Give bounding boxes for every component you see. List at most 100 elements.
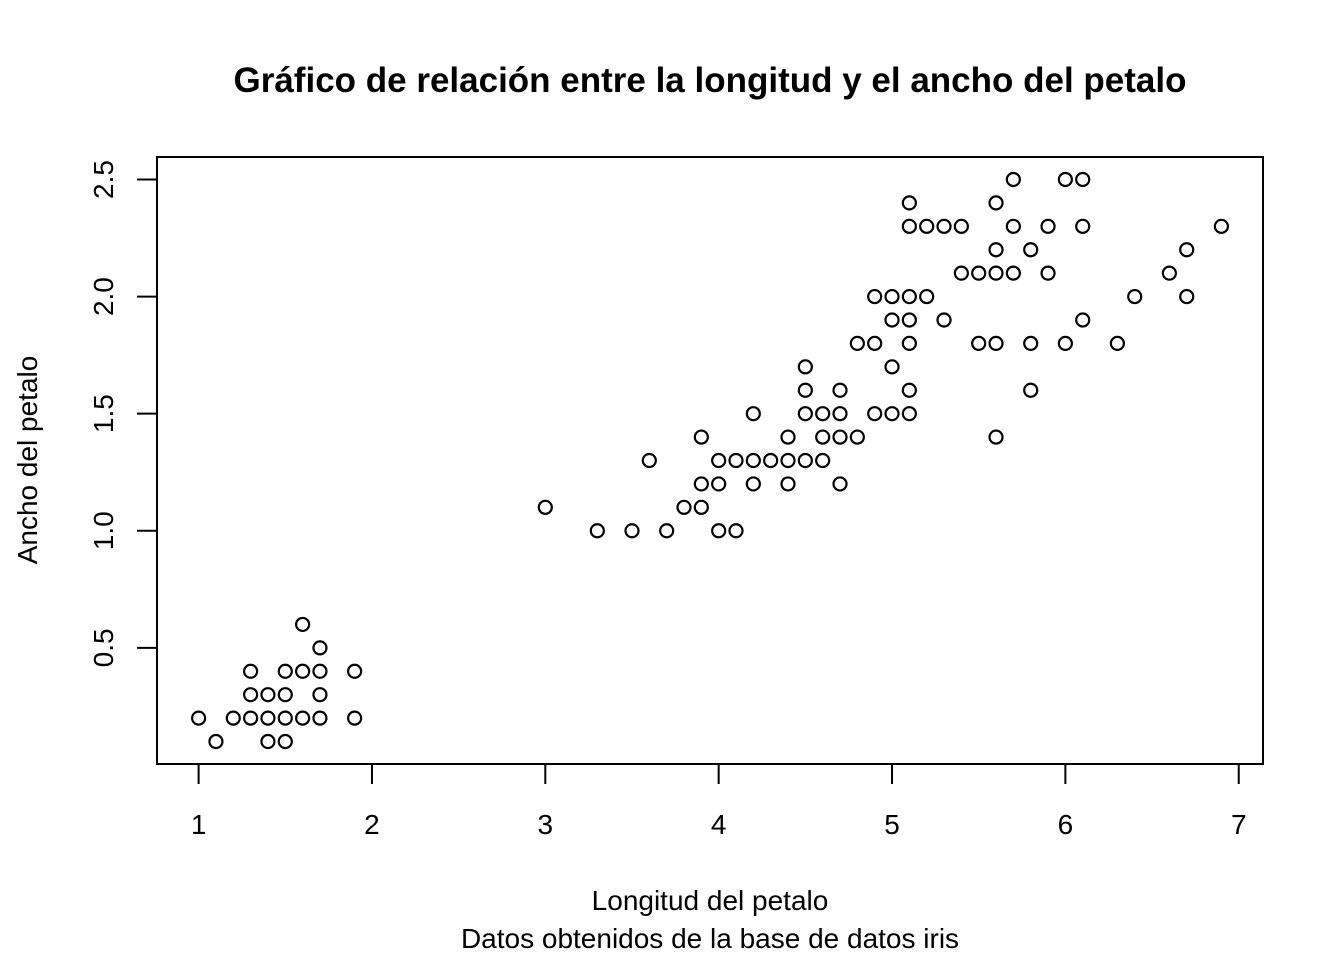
data-point [711,476,727,492]
data-point [1075,218,1091,234]
data-point [1005,171,1021,188]
data-point [1075,312,1091,328]
data-point [763,452,779,469]
data-point [971,335,987,352]
x-axis: 1 2 3 4 5 6 7 [191,763,1247,840]
data-point [624,523,640,539]
data-point [832,429,848,445]
data-point [971,265,987,281]
data-point [919,288,935,305]
data-point [312,640,328,656]
data-point [797,452,813,469]
data-point [1023,335,1039,352]
plot-area [156,156,1264,765]
y-tick-label: 0.5 [88,628,119,667]
data-point [1023,382,1039,398]
data-point [225,710,241,726]
data-point [589,523,605,539]
data-point [901,288,917,305]
y-tick-label: 2.5 [88,160,119,199]
data-point [901,382,917,398]
data-point [260,710,276,726]
data-point [745,476,761,492]
data-point [832,406,848,422]
data-point [208,733,224,750]
data-point [312,663,328,679]
data-point [953,265,969,281]
data-point [295,663,311,679]
data-point [884,406,900,422]
x-tick-label: 5 [884,809,900,840]
data-point [1075,171,1091,188]
data-point [659,523,675,539]
data-point [780,429,796,445]
data-point [1040,218,1056,234]
data-point [1005,218,1021,234]
data-point [849,335,865,352]
data-point [901,218,917,234]
x-tick-label: 4 [711,809,727,840]
data-point [1179,242,1195,258]
data-point [693,499,709,515]
data-point [797,406,813,422]
x-tick-label: 1 [191,809,207,840]
data-point [815,452,831,469]
data-point [1057,171,1073,188]
data-point [243,663,259,679]
data-point [312,710,328,726]
data-point [901,335,917,352]
data-point [867,406,883,422]
data-point [797,382,813,398]
data-point [901,312,917,328]
data-point [243,687,259,703]
data-point [867,288,883,305]
data-point [277,687,293,703]
data-point [1109,335,1125,352]
data-point [832,382,848,398]
data-point [936,312,952,328]
data-point [243,710,259,726]
data-point [901,406,917,422]
x-tick-label: 2 [364,809,380,840]
data-point [884,288,900,305]
x-tick-label: 6 [1058,809,1074,840]
data-point [780,476,796,492]
x-axis-sublabel: Datos obtenidos de la base de datos iris [461,923,959,954]
data-point [693,476,709,492]
data-point [1040,265,1056,281]
data-point [1127,288,1143,305]
data-point [191,710,207,726]
y-tick-label: 1.0 [88,511,119,550]
data-point [711,452,727,469]
data-point [537,499,553,515]
data-points [191,171,1229,750]
data-point [797,359,813,375]
data-point [884,359,900,375]
data-point [277,663,293,679]
data-point [295,616,311,633]
data-point [1023,242,1039,258]
data-point [832,476,848,492]
data-point [295,710,311,726]
data-point [347,663,363,679]
data-point [728,452,744,469]
y-axis: 0.5 1.0 1.5 2.0 2.5 [88,160,158,667]
data-point [988,265,1004,281]
data-point [901,195,917,211]
data-point [988,242,1004,258]
data-point [1005,265,1021,281]
x-tick-label: 3 [538,809,554,840]
data-point [780,452,796,469]
data-point [347,710,363,726]
data-point [277,710,293,726]
data-point [953,218,969,234]
data-point [815,429,831,445]
data-point [988,429,1004,445]
data-point [745,406,761,422]
x-tick-label: 7 [1231,809,1247,840]
y-tick-label: 1.5 [88,394,119,433]
data-point [693,429,709,445]
data-point [260,733,276,750]
x-axis-label: Longitud del petalo [592,885,829,916]
